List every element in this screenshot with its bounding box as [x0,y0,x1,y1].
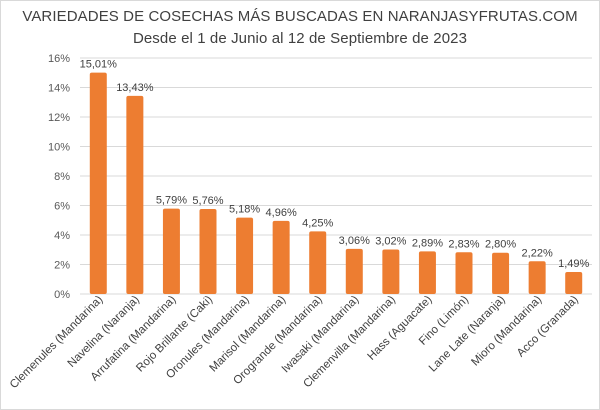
y-tick-label: 12% [48,112,70,124]
bar [272,220,290,294]
chart-subtitle: Desde el 1 de Junio al 12 de Septiembre … [132,30,468,47]
bar [89,72,107,294]
data-label: 5,76% [192,195,223,207]
y-tick-label: 8% [54,171,70,183]
bar [455,252,473,294]
data-label: 2,22% [522,247,553,259]
bar [309,231,327,294]
data-label: 15,01% [80,59,118,71]
data-label: 2,80% [485,239,516,251]
bar [528,261,546,294]
data-label: 5,79% [156,195,187,207]
bar [565,272,583,294]
chart-title: VARIEDADES DE COSECHAS MÁS BUSCADAS EN N… [22,8,578,25]
data-label: 1,49% [558,258,589,270]
bar [126,95,144,294]
y-tick-label: 0% [54,289,70,301]
bar [345,248,363,294]
data-label: 4,96% [266,207,297,219]
bar [382,249,400,294]
y-tick-label: 14% [48,83,70,95]
bar [418,251,436,294]
y-tick-label: 6% [54,201,70,213]
bar [199,209,217,294]
y-tick-label: 2% [54,260,70,272]
x-tick-label: Hass (Aguacate) [365,294,434,363]
data-label: 13,43% [116,82,154,94]
y-tick-label: 16% [48,53,70,65]
data-label: 2,83% [448,238,479,250]
data-label: 3,06% [339,235,370,247]
bar [162,208,180,294]
data-label: 3,02% [375,235,406,247]
data-label: 5,18% [229,204,260,216]
y-tick-label: 4% [54,230,70,242]
y-tick-label: 10% [48,142,70,154]
bar [492,252,510,294]
data-label: 4,25% [302,217,333,229]
data-label: 2,89% [412,237,443,249]
bar [236,217,254,294]
x-tick-label: Mioro (Mandarina) [469,294,544,369]
